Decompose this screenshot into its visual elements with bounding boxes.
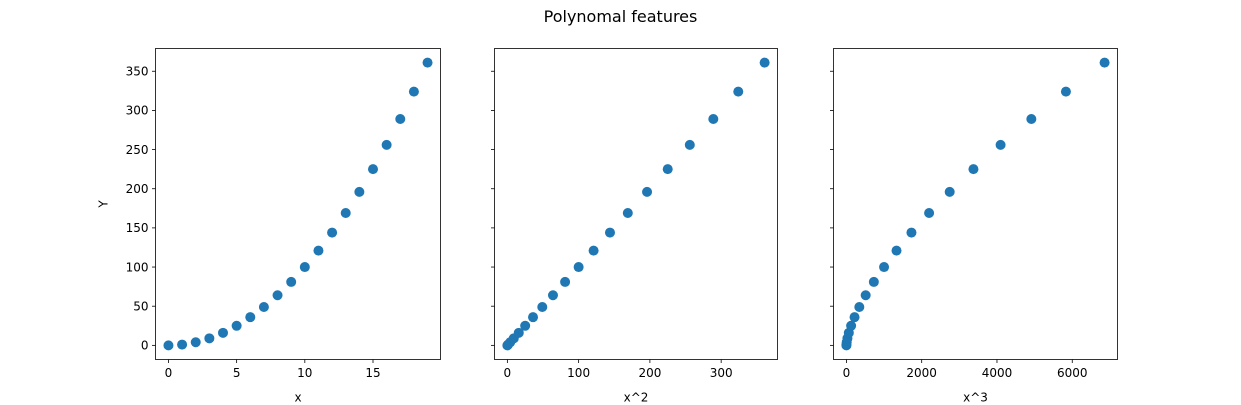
x-tick-label: 0 — [165, 366, 173, 380]
data-point — [906, 227, 917, 238]
data-point — [860, 290, 871, 301]
y-tick-label: 250 — [126, 143, 149, 157]
x-tick-label: 6000 — [1057, 366, 1088, 380]
data-point — [849, 312, 860, 323]
data-point — [846, 320, 857, 331]
data-point — [588, 245, 599, 256]
data-point — [313, 245, 324, 256]
x-axis-label: x^3 — [963, 391, 988, 405]
data-point — [868, 276, 879, 287]
data-point — [272, 290, 283, 301]
x-tick-label: 2000 — [906, 366, 937, 380]
data-point — [891, 245, 902, 256]
data-point — [258, 301, 269, 312]
data-point — [354, 186, 365, 197]
data-point — [408, 86, 419, 97]
data-point — [573, 262, 584, 273]
y-tick-label: 200 — [126, 182, 149, 196]
subplot-3: 0 2000 4000 6000 x^3 — [830, 48, 1118, 405]
x-axis: 0 100 200 300 — [504, 359, 733, 380]
y-tick-label: 350 — [126, 65, 149, 79]
data-point — [560, 276, 571, 287]
scatter-series — [502, 57, 770, 351]
data-point — [968, 164, 979, 175]
y-tick-label: 0 — [141, 339, 149, 353]
data-point — [733, 86, 744, 97]
data-point — [528, 312, 539, 323]
y-tick-label: 100 — [126, 260, 149, 274]
x-axis: 0 5 10 15 — [165, 359, 381, 380]
x-tick-label: 0 — [843, 366, 851, 380]
x-tick-label: 0 — [504, 366, 512, 380]
data-point — [422, 57, 433, 68]
data-point — [642, 186, 653, 197]
x-tick-label: 15 — [365, 366, 380, 380]
x-tick-label: 200 — [638, 366, 661, 380]
data-point — [924, 208, 935, 219]
y-tick-label: 300 — [126, 104, 149, 118]
subplot-2: 0 100 200 300 x^2 — [491, 48, 778, 405]
data-point — [327, 227, 338, 238]
scatter-series — [841, 57, 1110, 351]
data-point — [368, 164, 378, 175]
data-point — [879, 262, 890, 273]
data-point — [520, 320, 531, 331]
x-axis-label: x — [294, 391, 301, 405]
data-point — [995, 139, 1006, 150]
data-point — [854, 301, 865, 312]
x-tick-label: 100 — [567, 366, 590, 380]
data-point — [684, 139, 695, 150]
data-point — [204, 333, 215, 344]
y-axis — [491, 70, 495, 346]
y-axis: 0 50 100 150 200 250 300 350 — [126, 65, 156, 353]
data-point — [708, 114, 719, 125]
data-point — [340, 208, 351, 219]
data-point — [177, 339, 188, 350]
data-point — [759, 57, 770, 68]
data-point — [1026, 114, 1037, 125]
data-point — [381, 139, 392, 150]
y-tick-label: 150 — [126, 221, 149, 235]
y-axis — [830, 70, 834, 346]
data-point — [513, 327, 524, 338]
data-point — [547, 290, 558, 301]
data-point — [299, 262, 310, 273]
figure-title: Polynomal features — [544, 7, 698, 26]
x-tick-label: 300 — [710, 366, 733, 380]
data-point — [604, 227, 615, 238]
y-axis-label: Y — [97, 200, 111, 209]
data-point — [231, 320, 242, 331]
data-point — [163, 340, 174, 351]
x-tick-label: 10 — [297, 366, 312, 380]
x-axis-label: x^2 — [624, 391, 649, 405]
data-point — [662, 164, 673, 175]
data-point — [537, 301, 548, 312]
data-point — [1060, 86, 1071, 97]
data-point — [622, 208, 633, 219]
data-point — [1099, 57, 1110, 68]
scatter-series — [163, 57, 433, 351]
y-tick-label: 50 — [133, 300, 148, 314]
data-point — [218, 327, 228, 338]
x-axis: 0 2000 4000 6000 — [843, 359, 1088, 380]
data-point — [395, 114, 406, 125]
axes-frame — [494, 48, 778, 360]
data-point — [944, 186, 955, 197]
x-tick-label: 5 — [233, 366, 241, 380]
x-tick-label: 4000 — [982, 366, 1013, 380]
axes-frame — [833, 48, 1118, 360]
data-point — [245, 312, 256, 323]
axes-frame — [155, 48, 441, 360]
data-point — [286, 276, 297, 287]
data-point — [190, 337, 201, 348]
